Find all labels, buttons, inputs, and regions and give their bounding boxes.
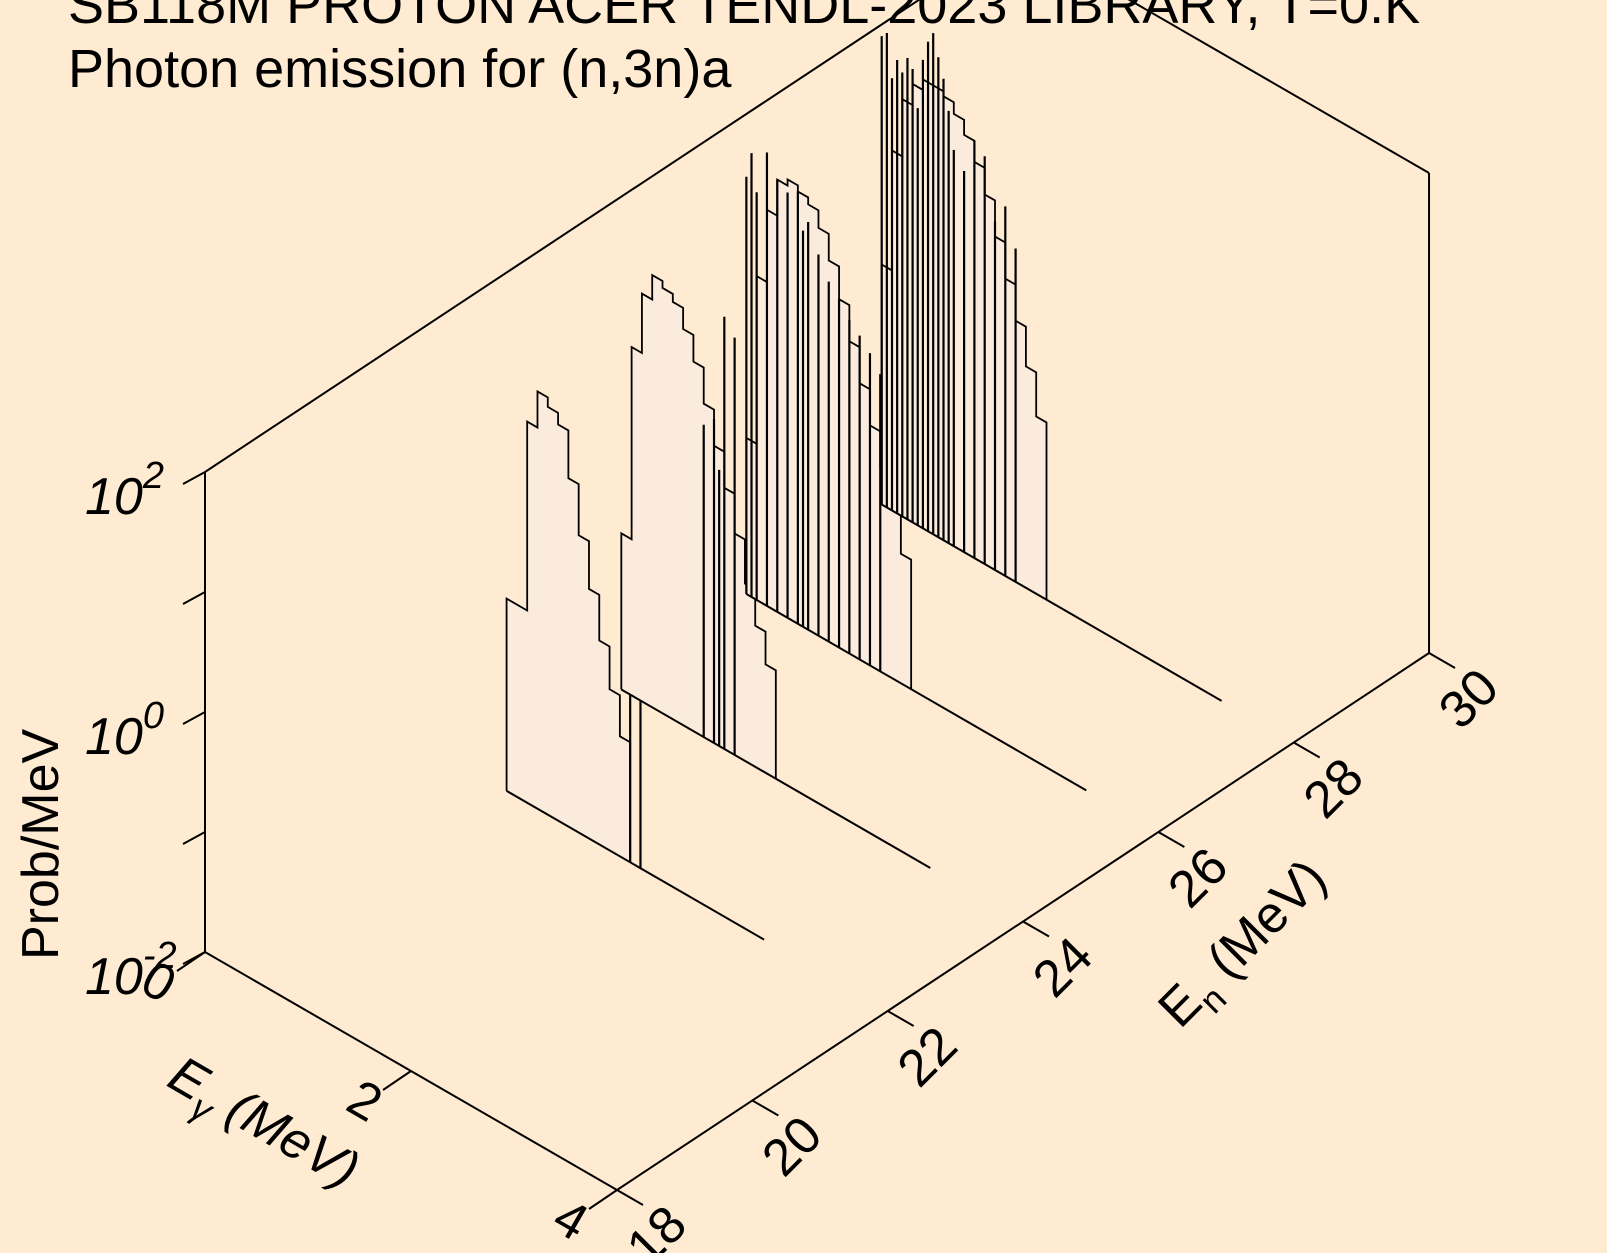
y-tick-2	[887, 1010, 915, 1027]
y-tick-5	[1293, 741, 1321, 759]
x-tick-0	[176, 951, 206, 972]
series-en-22	[505, 389, 765, 941]
y-tick-label-4: 26	[1157, 837, 1239, 919]
y-tick-label-1: 20	[751, 1106, 833, 1188]
z-axis-label: Prob/MeV	[12, 728, 70, 960]
z-minor-tick-0	[182, 591, 206, 605]
y-tick-1	[751, 1099, 779, 1117]
frame-edge-4	[1127, 0, 1430, 174]
y-tick-0	[616, 1189, 644, 1206]
series-en-24	[620, 273, 931, 869]
y-tick-label-0: 18	[616, 1195, 698, 1253]
series-outline-0	[505, 389, 632, 863]
y-tick-label-5: 28	[1293, 748, 1375, 830]
series-fill-0	[506, 391, 631, 863]
z-tick-exponent-1: 0	[143, 695, 164, 737]
y-tick-6	[1428, 652, 1456, 669]
z-minor-tick-1	[182, 831, 206, 845]
series-en-28	[880, 32, 1223, 702]
chart-curves	[505, 32, 1223, 941]
y-tick-label-6: 30	[1428, 658, 1510, 740]
x-tick-2	[588, 1189, 618, 1210]
y-tick-label-2: 22	[887, 1016, 969, 1098]
y-tick-4	[1157, 831, 1185, 848]
y-tick-label-3: 24	[1022, 927, 1104, 1009]
z-tick-label-0: 102	[85, 455, 164, 526]
z-tick-exponent-0: 2	[142, 455, 164, 497]
series-fill-1	[621, 275, 776, 779]
frame-edge-3	[204, 0, 921, 473]
series-outline-3	[880, 77, 1048, 600]
z-tick-0	[182, 471, 206, 485]
x-tick-label-2: 4	[543, 1188, 597, 1253]
x-axis-label: Eγ (MeV)	[154, 1045, 369, 1208]
series-baseline-1	[620, 688, 931, 869]
chart-title: SB118M PROTON ACER TENDL-2023 LIBRARY, T…	[68, 0, 1421, 35]
series-en-26	[745, 152, 1087, 792]
chart-subtitle: Photon emission for (n,3n)a	[68, 39, 732, 99]
y-tick-3	[1022, 920, 1050, 938]
z-tick-label-1: 100	[85, 695, 164, 766]
x-tick-1	[382, 1070, 412, 1091]
x-tick-label-1: 2	[337, 1069, 391, 1134]
z-tick-1	[182, 711, 206, 725]
x-axis-label-unit: (MeV)	[205, 1072, 369, 1200]
series-baseline-0	[506, 789, 765, 941]
z-tick-exponent-2: -2	[143, 935, 177, 977]
